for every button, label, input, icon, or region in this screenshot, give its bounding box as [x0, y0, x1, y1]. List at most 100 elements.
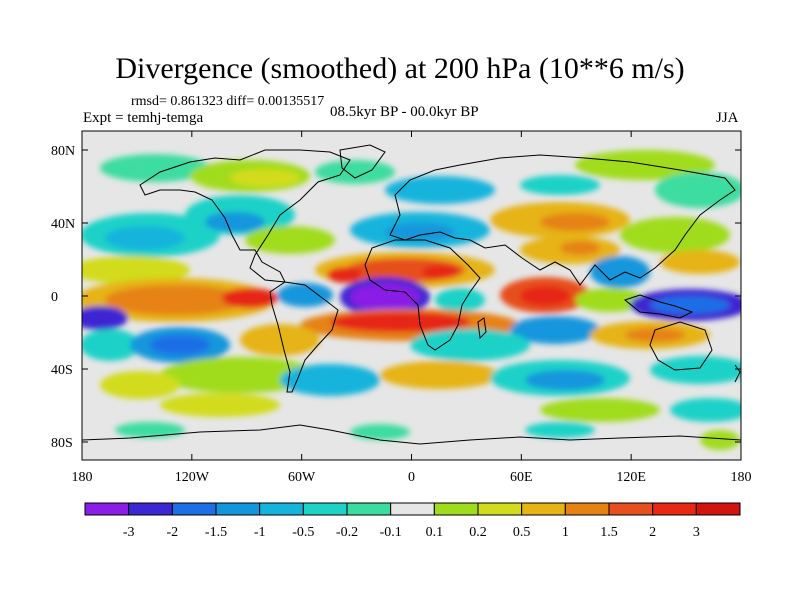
blob — [625, 328, 685, 342]
colorbar-swatch — [128, 502, 173, 516]
blob — [380, 361, 500, 389]
colorbar-swatch — [477, 502, 523, 516]
colorbar-label: -3 — [123, 525, 135, 540]
lon-tick-label: 180 — [731, 470, 752, 485]
north-america-coast — [139, 149, 351, 283]
lon-tick-label: 60E — [510, 470, 533, 485]
madagascar-coast — [477, 317, 487, 340]
colorbar-label: -0.2 — [336, 525, 358, 540]
longitude-axis: 180 120W 60W 0 60E 120E 180 — [72, 131, 752, 485]
maritime-continent-coast — [623, 294, 694, 319]
blob — [82, 306, 128, 330]
colorbar-swatch — [608, 502, 654, 516]
map-title: Divergence (smoothed) at 200 hPa (10**6 … — [115, 52, 685, 85]
lat-tick-label: 80N — [51, 144, 75, 159]
colorbar-label: -0.1 — [380, 525, 402, 540]
south-america-coast — [269, 281, 339, 393]
blob — [230, 169, 300, 187]
coastlines — [82, 144, 741, 445]
blob — [150, 335, 210, 355]
australia-coast — [649, 321, 713, 371]
greenland-coast — [339, 144, 386, 179]
colorbar-label: 0.2 — [469, 525, 487, 540]
latitude-axis: 80N 40N 0 40S 80S — [51, 144, 741, 451]
colorbar-label: 2 — [649, 525, 656, 540]
lon-tick-label: 60W — [288, 470, 316, 485]
blob — [520, 286, 570, 306]
blob — [100, 371, 180, 399]
blob — [410, 329, 530, 361]
blob — [385, 223, 455, 241]
blob — [280, 364, 380, 396]
colorbar-label: 0.1 — [426, 525, 444, 540]
colorbar-swatch — [302, 502, 348, 516]
blob — [575, 288, 645, 312]
blob — [650, 356, 741, 384]
blob — [160, 393, 280, 417]
blob — [435, 288, 485, 312]
blob — [422, 265, 458, 279]
divergence-field — [82, 131, 741, 460]
colorbar-swatch — [171, 502, 217, 516]
colorbar-swatch — [433, 502, 479, 516]
africa-coast — [364, 239, 481, 351]
blob — [82, 256, 190, 284]
blob — [525, 370, 605, 390]
blob — [540, 398, 660, 422]
blob — [160, 357, 320, 393]
blob — [510, 316, 600, 344]
blob — [655, 172, 741, 208]
colorbar-label: -2 — [166, 525, 178, 540]
blob — [327, 267, 363, 283]
blob — [660, 250, 740, 274]
blob — [205, 212, 265, 232]
lat-tick-label: 0 — [51, 290, 58, 305]
blob — [350, 424, 410, 440]
colorbar-label: -1.5 — [205, 525, 227, 540]
lat-tick-label: 40N — [51, 217, 75, 232]
blob — [620, 217, 730, 253]
colorbar-label: -0.5 — [292, 525, 314, 540]
colorbar-swatch — [346, 502, 392, 516]
blob — [315, 160, 395, 184]
lon-tick-label: 120W — [175, 470, 210, 485]
colorbar-label: 1.5 — [600, 525, 618, 540]
blob — [575, 150, 715, 180]
new-zealand-coast — [734, 364, 741, 383]
colorbar-swatch — [215, 502, 261, 516]
blob — [560, 241, 600, 255]
statistics-label: rmsd= 0.861323 diff= 0.00135517 — [131, 94, 325, 109]
experiment-label: Expt = temhj-temga — [83, 110, 204, 126]
blob — [700, 430, 740, 450]
colorbar-label: 3 — [693, 525, 700, 540]
season-label: JJA — [716, 110, 739, 126]
blob — [650, 296, 730, 314]
blob — [240, 324, 320, 356]
blob — [105, 285, 245, 315]
blob — [222, 288, 278, 308]
period-label: 08.5kyr BP - 00.0kyr BP — [330, 104, 479, 120]
colorbar-label: -1 — [254, 525, 266, 540]
blob — [330, 312, 470, 332]
eurasia-coast — [389, 154, 736, 286]
lon-tick-label: 0 — [408, 470, 415, 485]
colorbar-swatch — [695, 502, 741, 516]
blob — [385, 176, 495, 204]
blob — [540, 213, 610, 231]
lon-tick-label: 120E — [616, 470, 646, 485]
lat-tick-label: 80S — [51, 436, 73, 451]
blob — [350, 283, 420, 311]
colorbar: -3 -2 -1.5 -1 -0.5 -0.2 -0.1 0.1 0.2 0.5 1 1.5 2 3 — [84, 502, 741, 540]
blob — [520, 175, 600, 195]
colorbar-swatch — [259, 502, 304, 516]
lat-tick-label: 40S — [51, 363, 73, 378]
colorbar-swatch — [521, 502, 566, 516]
colorbar-swatch — [652, 502, 697, 516]
colorbar-swatch — [564, 502, 610, 516]
blob — [245, 226, 335, 254]
blob — [105, 226, 185, 250]
antarctica-coast — [82, 424, 741, 445]
blob — [670, 398, 741, 422]
colorbar-label: 0.5 — [513, 525, 531, 540]
